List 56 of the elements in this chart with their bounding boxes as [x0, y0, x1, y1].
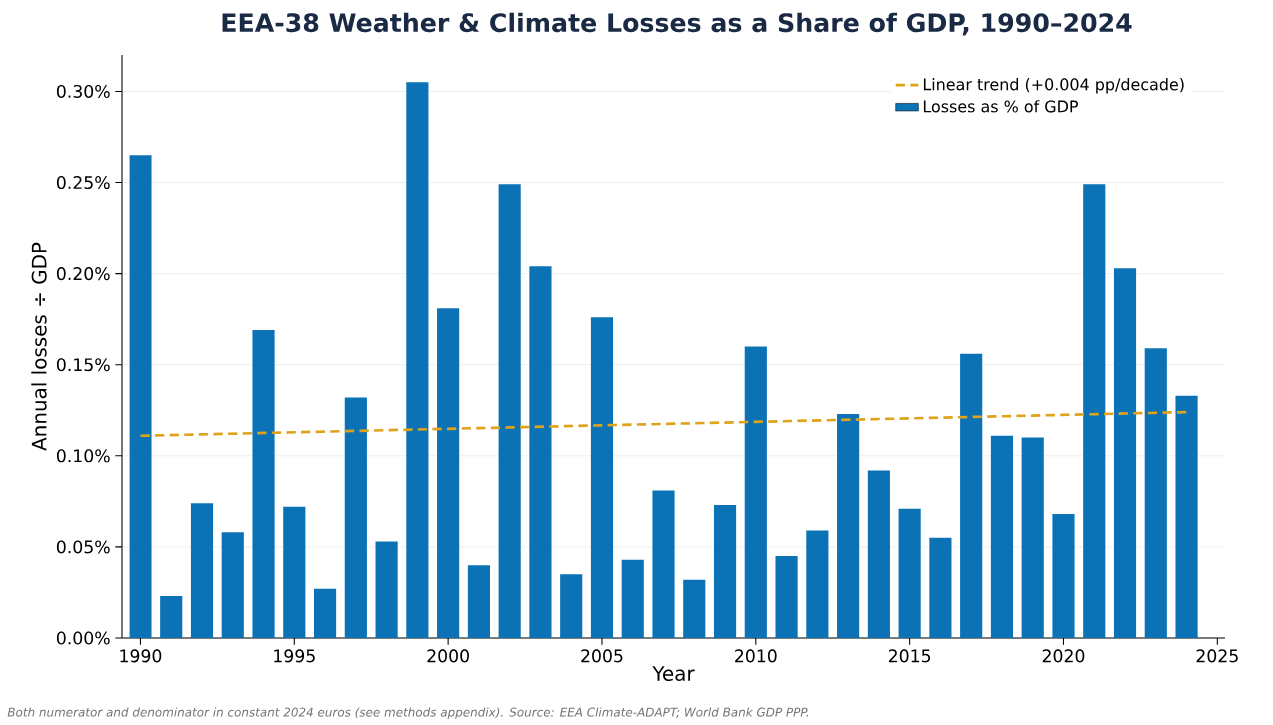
bar	[1175, 395, 1198, 638]
bar	[590, 317, 614, 638]
bar	[621, 559, 644, 638]
bar	[1113, 268, 1137, 638]
y-tick-label: 0.05%	[56, 540, 110, 554]
bar	[437, 308, 460, 638]
y-tick-label: 0.10%	[56, 449, 110, 463]
x-tick-label: 2000	[427, 649, 469, 663]
bar	[221, 532, 244, 638]
x-tick-label: 2025	[1196, 649, 1238, 663]
y-tick-label: 0.20%	[56, 267, 110, 281]
legend-label: Losses as % of GDP	[923, 100, 1078, 113]
bar	[652, 490, 675, 638]
bar	[898, 508, 921, 638]
x-tick-label: 2020	[1042, 649, 1085, 663]
bar	[560, 574, 583, 638]
x-tick-label: 2010	[735, 649, 777, 663]
x-tick-label: 1995	[274, 649, 315, 663]
bar	[498, 184, 521, 638]
legend-label: Linear trend (+0.004 pp/decade)	[923, 78, 1184, 94]
y-tick-label: 0.15%	[56, 358, 110, 372]
bar	[1052, 514, 1075, 638]
bar	[160, 596, 183, 638]
bar	[775, 556, 798, 638]
bar	[406, 82, 429, 638]
bar	[344, 397, 367, 638]
bar	[252, 330, 275, 638]
bar	[529, 266, 552, 638]
bar	[990, 435, 1014, 638]
x-tick-label: 2005	[581, 649, 623, 663]
y-axis-title: Annual losses ÷ GDP	[31, 242, 47, 451]
y-tick-label: 0.25%	[56, 176, 110, 190]
x-tick-label: 1990	[120, 649, 162, 663]
x-tick-label: 2015	[888, 649, 931, 663]
bar	[1083, 184, 1106, 638]
x-axis-title: Year	[652, 666, 695, 682]
y-tick-label: 0.30%	[56, 84, 110, 98]
bar	[960, 353, 983, 638]
bar	[867, 470, 890, 638]
bar	[129, 155, 152, 638]
bar	[375, 541, 398, 638]
bar	[683, 579, 706, 638]
bar	[837, 413, 860, 638]
bar	[313, 588, 337, 638]
chart-title: EEA-38 Weather & Climate Losses as a Share of GDP, 1990–2024	[222, 12, 1132, 36]
bar	[467, 565, 490, 638]
bar	[283, 506, 306, 638]
bar	[190, 503, 214, 638]
bar	[1144, 348, 1167, 638]
bar	[929, 537, 952, 638]
bar	[744, 346, 767, 638]
bar	[713, 505, 737, 638]
y-tick-label: 0.00%	[56, 631, 110, 645]
bar	[1021, 437, 1044, 638]
text: Both numerator and denominator in constant 2024 euros (see methods appendix). Source: EEA Climate-ADAPT; World Bank GDP PPP.	[7, 707, 809, 719]
bar	[806, 530, 829, 638]
